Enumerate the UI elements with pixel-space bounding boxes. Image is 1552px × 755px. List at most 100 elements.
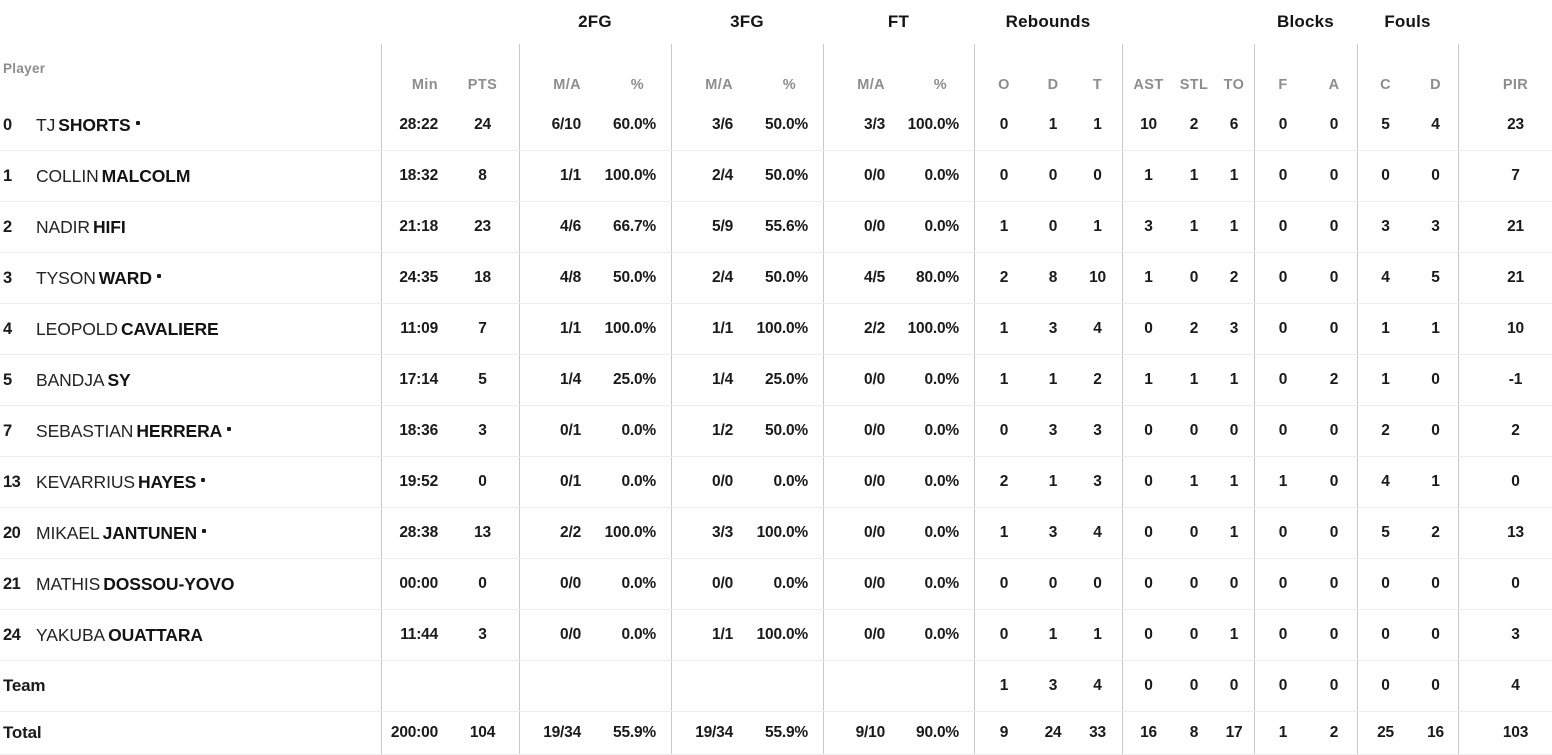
stat-cell-reb-o: 0 [974,559,1033,609]
table-body: 0 TJ SHORTS 28:22 24 6/10 60.0% 3/6 50.0% 3/3 100.… [0,100,1552,755]
jersey-number: 21 [3,574,21,593]
stat-cell-2fg-ma: 1/1 [519,151,600,201]
col-header-ft-pct: % [933,77,947,93]
player-cell: 5 BANDJA SY [0,355,381,405]
player-name: COLLIN MALCOLM [36,165,191,186]
stat-cell-foul-d: 0 [1431,677,1440,694]
stat-cell-blk-f: 0 [1254,355,1311,405]
starter-dot-icon [201,477,206,482]
stat-cell-reb-d: 3 [1048,422,1058,439]
stat-cell-reb-o: 1 [974,661,1033,711]
stat-cell-min: 11:09 [381,304,458,354]
stat-cell-reb-t: 10 [1089,269,1106,286]
stat-cell-pts: 0 [478,575,487,592]
stat-cell-3fg-pct: 55.6% [765,218,808,235]
row-label: Team [3,676,46,695]
player-cell: 13 KEVARRIUS HAYES [0,457,381,507]
stat-cell-foul-c: 5 [1357,100,1413,150]
stat-cell-stl: 2 [1189,116,1199,133]
stat-cell-foul-d: 0 [1431,371,1440,388]
stat-cell-2fg-ma: 2/2 [519,508,600,558]
stat-cell-reb-d: 1 [1048,371,1058,388]
stat-cell-foul-c: 1 [1357,304,1413,354]
stat-cell-ft-ma: 9/10 [823,712,904,754]
stat-cell-pts: 13 [474,524,491,541]
player-cell: 3 TYSON WARD [0,253,381,303]
starter-dot-icon [202,528,207,533]
stat-cell-foul-d: 0 [1431,575,1440,592]
stat-cell-reb-o: 0 [974,151,1033,201]
stat-cell-2fg-pct: 60.0% [613,116,656,133]
stat-cell-blk-f: 0 [1254,151,1311,201]
stat-cell-reb-d: 0 [1048,167,1058,184]
stat-cell-2fg-ma [519,661,600,711]
stat-cell-2fg-ma: 4/8 [519,253,600,303]
stat-cell-2fg-pct: 0.0% [621,626,656,643]
player-cell: 20 MIKAEL JANTUNEN [0,508,381,558]
stat-cell-pts: 7 [478,320,487,337]
player-cell: 2 NADIR HIFI [0,202,381,252]
stat-cell-3fg-ma: 2/4 [671,253,752,303]
stat-cell-reb-t: 1 [1093,218,1102,235]
stat-cell-pts: 8 [478,167,487,184]
stat-cell-reb-t: 3 [1093,473,1102,490]
stat-cell-blk-a: 2 [1329,724,1339,741]
stat-cell-min: 24:35 [381,253,458,303]
stat-cell-ast: 0 [1122,406,1174,456]
player-row: 5 BANDJA SY 17:14 5 1/4 25.0% 1/4 25.0% 0/0 0.0% 1 1… [0,355,1552,406]
stat-cell-foul-c: 0 [1357,661,1413,711]
stat-cell-pts: 18 [474,269,491,286]
col-header-ft-ma: M/A [823,44,904,100]
stat-cell-blk-a: 0 [1329,218,1339,235]
stat-cell-to: 17 [1225,724,1243,741]
player-row: 0 TJ SHORTS 28:22 24 6/10 60.0% 3/6 50.0% 3/3 100.… [0,100,1552,151]
stat-cell-3fg-ma: 0/0 [671,457,752,507]
stat-cell-foul-d: 1 [1431,473,1440,490]
stat-cell-ft-ma: 0/0 [823,508,904,558]
stat-cell-blk-a: 0 [1329,167,1339,184]
stat-cell-min: 28:38 [381,508,458,558]
stat-cell-pir: 13 [1458,508,1552,558]
stat-cell-stl: 0 [1189,524,1199,541]
stat-cell-blk-a: 0 [1329,473,1339,490]
stat-cell-blk-a: 0 [1329,422,1339,439]
stat-cell-foul-d: 0 [1431,422,1440,439]
stat-cell-to: 6 [1229,116,1239,133]
stat-cell-3fg-ma: 1/2 [671,406,752,456]
stat-cell-ft-ma: 0/0 [823,406,904,456]
jersey-number: 0 [3,115,12,134]
stat-cell-ast: 0 [1122,304,1174,354]
stat-cell-pir: 0 [1458,559,1552,609]
stat-cell-reb-d: 0 [1048,575,1058,592]
player-row: 3 TYSON WARD 24:35 18 4/8 50.0% 2/4 50.0% 4/5 80.0… [0,253,1552,304]
stat-cell-3fg-pct: 55.9% [765,724,808,741]
stat-cell-2fg-ma: 1/1 [519,304,600,354]
player-row: 1 COLLIN MALCOLM 18:32 8 1/1 100.0% 2/4 50.0% 0/0… [0,151,1552,202]
jersey-number: 2 [3,217,12,236]
col-header-reb-d: D [1047,77,1059,93]
stat-cell-ft-ma: 2/2 [823,304,904,354]
stat-cell-ft-pct: 0.0% [924,626,959,643]
stat-cell-2fg-pct: 25.0% [613,371,656,388]
stat-cell-to: 2 [1229,269,1239,286]
stat-cell-reb-o: 2 [974,457,1033,507]
stat-cell-ft-pct: 0.0% [924,473,959,490]
col-header-min: Min [381,44,458,100]
stat-cell-3fg-pct: 50.0% [765,116,808,133]
stat-cell-ft-ma: 0/0 [823,355,904,405]
player-name: TJ SHORTS [36,115,140,136]
starter-dot-icon [156,273,161,278]
group-fouls: Fouls [1384,12,1431,31]
stat-cell-blk-a: 0 [1329,269,1339,286]
stat-cell-min: 17:14 [381,355,458,405]
stat-cell-pir: -1 [1458,355,1552,405]
stat-cell-pts: 5 [478,371,487,388]
stat-cell-pir: 21 [1458,202,1552,252]
group-ft: FT [887,12,910,31]
group-rebounds: Rebounds [1005,12,1091,31]
player-name: TYSON WARD [36,268,161,289]
stat-cell-min [381,661,458,711]
stat-cell-2fg-ma: 1/4 [519,355,600,405]
col-header-2fg-pct: % [630,77,644,93]
stat-cell-ast: 1 [1122,253,1174,303]
